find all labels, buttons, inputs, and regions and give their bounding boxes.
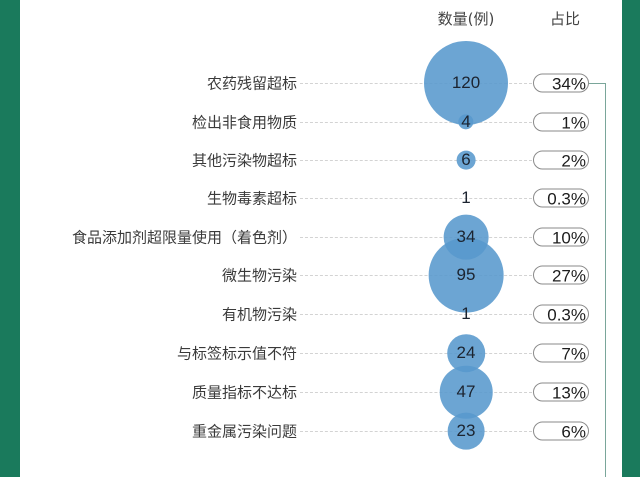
count-bubble bbox=[424, 41, 508, 125]
row-label: 质量指标不达标 bbox=[191, 383, 297, 402]
ratio-badge: 13% bbox=[533, 382, 589, 403]
ratio-badge: 0.3% bbox=[533, 188, 589, 209]
ratio-badge: 6% bbox=[533, 421, 589, 442]
count-bubble bbox=[439, 365, 493, 419]
connector-line-horizontal bbox=[589, 83, 606, 84]
ratio-badge: 34% bbox=[533, 73, 589, 94]
chart-panel bbox=[20, 0, 622, 477]
row-guide-line bbox=[300, 431, 532, 432]
row-guide-line bbox=[300, 198, 532, 199]
count-bubble bbox=[456, 150, 476, 170]
count-value: 95 bbox=[456, 265, 476, 284]
row-guide-line bbox=[300, 160, 532, 161]
row-guide-line bbox=[300, 275, 532, 276]
count-value: 47 bbox=[456, 382, 476, 401]
ratio-badge: 7% bbox=[533, 343, 589, 364]
connector-line-vertical bbox=[605, 83, 606, 477]
row-guide-line bbox=[300, 314, 532, 315]
ratio-badge: 2% bbox=[533, 150, 589, 171]
count-value: 1 bbox=[461, 304, 471, 323]
row-label: 生物毒素超标 bbox=[206, 189, 297, 208]
row-label: 微生物污染 bbox=[221, 266, 297, 285]
row-guide-line bbox=[300, 392, 532, 393]
count-value: 34 bbox=[456, 227, 476, 246]
ratio-badge: 1% bbox=[533, 112, 589, 133]
count-bubble bbox=[447, 334, 485, 372]
count-value: 24 bbox=[456, 343, 476, 362]
count-bubble bbox=[447, 412, 485, 450]
count-bubble bbox=[458, 114, 474, 130]
row-label: 其他污染物超标 bbox=[191, 151, 297, 170]
count-value: 23 bbox=[456, 421, 476, 440]
ratio-badge: 27% bbox=[533, 265, 589, 286]
count-value: 4 bbox=[461, 112, 471, 131]
ratio-column-header: 占比 bbox=[549, 10, 580, 28]
row-guide-line bbox=[300, 83, 532, 84]
row-label: 与标签标示值不符 bbox=[176, 344, 297, 363]
row-label: 农药残留超标 bbox=[206, 74, 297, 93]
count-column-header: 数量(例) bbox=[437, 10, 495, 28]
row-label: 重金属污染问题 bbox=[191, 422, 297, 441]
ratio-badge: 0.3% bbox=[533, 304, 589, 325]
row-guide-line bbox=[300, 353, 532, 354]
count-bubble bbox=[428, 237, 504, 313]
row-label: 食品添加剂超限量使用（着色剂） bbox=[71, 228, 297, 247]
count-value: 6 bbox=[461, 150, 471, 169]
ratio-badge: 10% bbox=[533, 227, 589, 248]
count-value: 120 bbox=[451, 73, 481, 92]
count-value: 1 bbox=[461, 188, 471, 207]
row-label: 检出非食用物质 bbox=[191, 113, 297, 132]
row-label: 有机物污染 bbox=[221, 305, 297, 324]
row-guide-line bbox=[300, 237, 532, 238]
row-guide-line bbox=[300, 122, 532, 123]
